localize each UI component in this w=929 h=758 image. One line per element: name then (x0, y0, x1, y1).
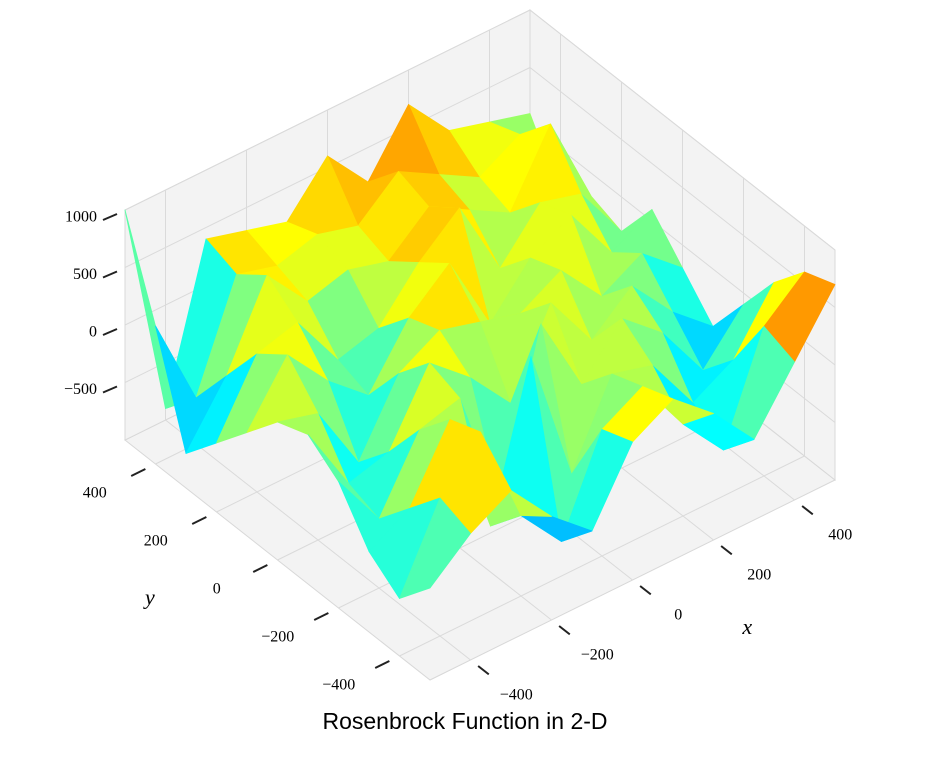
z-tick-label: 1000 (65, 209, 97, 226)
surface-patch (399, 497, 471, 599)
z-tick (102, 213, 118, 221)
z-tick (102, 328, 118, 336)
x-tick (801, 505, 814, 516)
grid-line (399, 455, 805, 657)
z-tick-label: 0 (89, 324, 97, 341)
x-tick-label: 0 (674, 607, 682, 624)
axes: −400 −200 0 200 400 −400 −200 0 200 400 −500 0 500 10… (64, 209, 852, 704)
grid-line (529, 9, 836, 251)
y-tick-label: −400 (322, 677, 355, 694)
y-tick (252, 564, 268, 573)
y-tick-label: 0 (213, 581, 221, 598)
x-tick-label: −400 (500, 687, 533, 704)
y-tick (191, 516, 207, 525)
z-tick-label: −500 (64, 381, 97, 398)
x-tick (720, 545, 733, 556)
x-tick-label: 200 (747, 567, 771, 584)
y-tick (374, 660, 390, 669)
x-axis-label: x (741, 614, 752, 639)
y-tick (130, 468, 146, 477)
surface (124, 104, 836, 599)
chart-title: Rosenbrock Function in 2-D (322, 708, 607, 734)
x-tick-label: −200 (581, 647, 614, 664)
z-tick (102, 385, 118, 394)
grid-line (124, 9, 531, 211)
y-tick-label: 400 (83, 485, 107, 502)
x-tick-label: 400 (828, 527, 852, 544)
y-tick-label: −200 (261, 629, 294, 646)
y-tick (313, 612, 329, 621)
z-tick-label: 500 (73, 266, 97, 283)
x-tick (639, 585, 652, 596)
y-axis-label: y (143, 585, 155, 610)
x-tick (477, 665, 490, 676)
grid-line (529, 67, 836, 308)
z-tick (102, 270, 118, 279)
x-tick (558, 625, 571, 636)
y-tick-label: 200 (144, 533, 168, 550)
